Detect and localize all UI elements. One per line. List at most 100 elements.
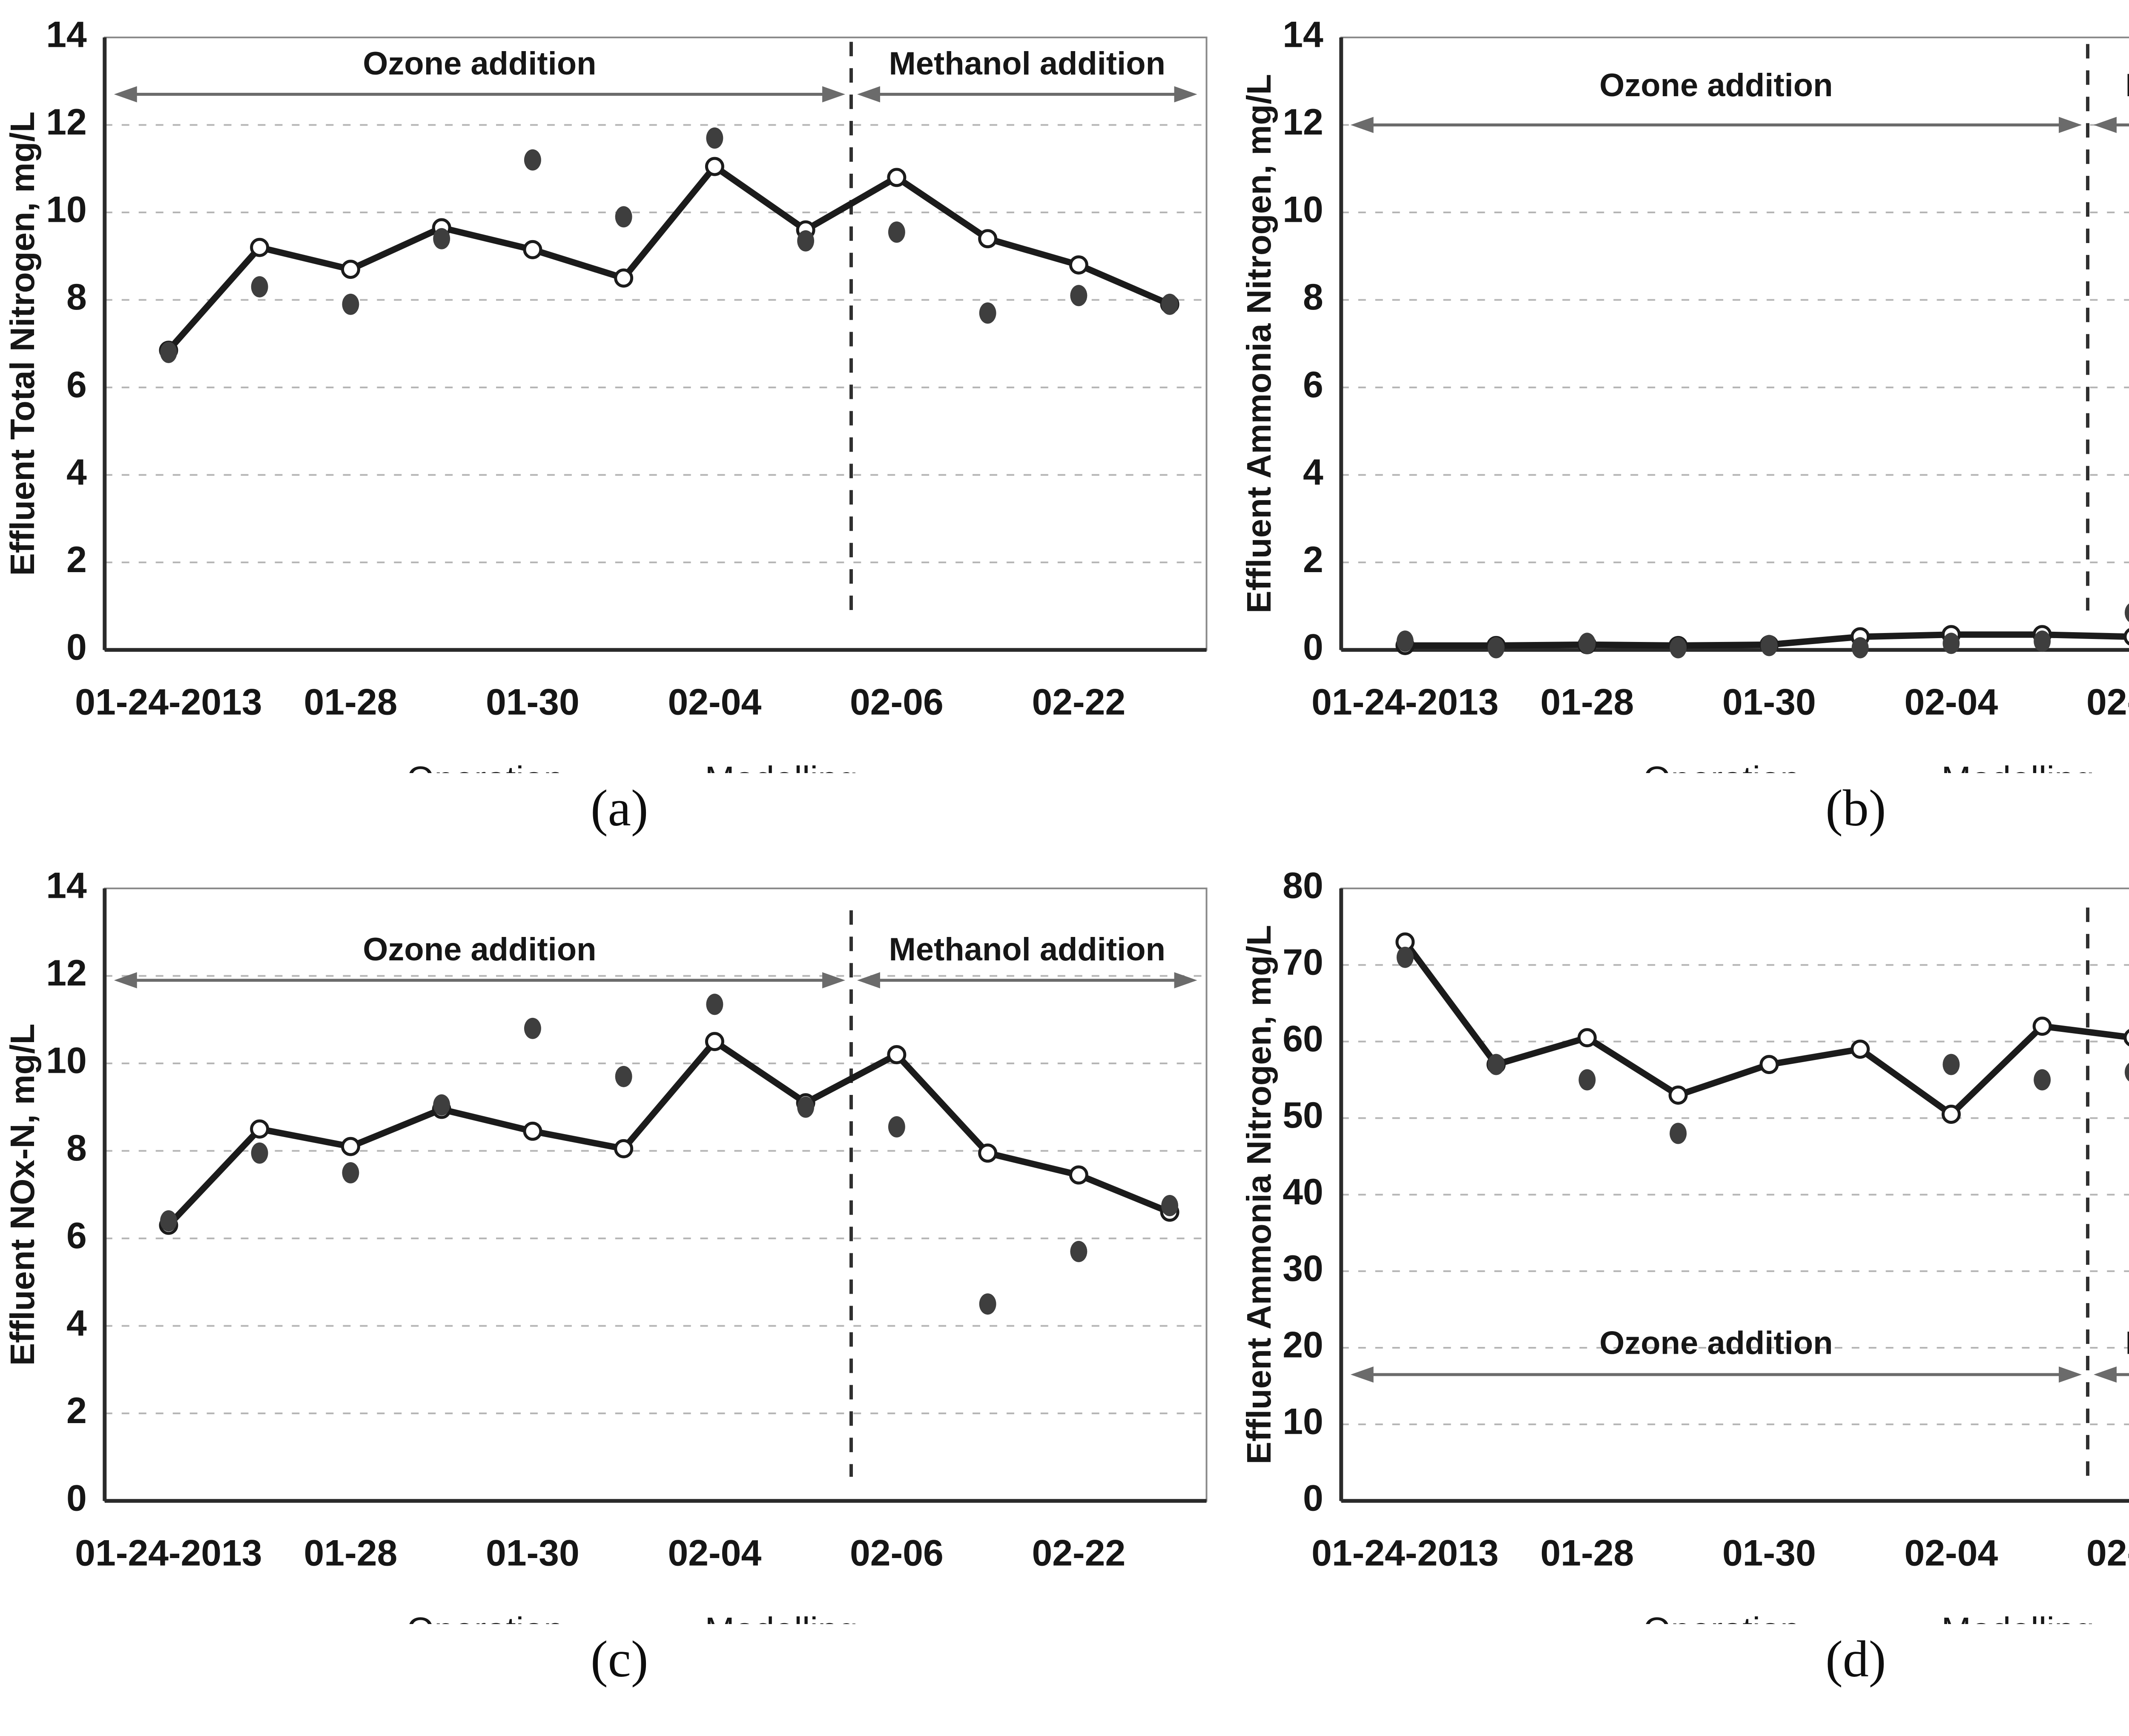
y-tick-label: 0 xyxy=(66,627,87,667)
operation-dot xyxy=(1070,285,1087,307)
x-tick-label: 02-04 xyxy=(668,1533,762,1573)
modelling-marker xyxy=(978,229,998,249)
operation-dot xyxy=(1396,630,1414,652)
legend-modelling-label: Modelling xyxy=(1941,1610,2094,1624)
ozone-addition-label: Ozone addition xyxy=(1599,67,1833,103)
y-tick-label: 60 xyxy=(1283,1018,1323,1059)
ozone-addition-label: Ozone addition xyxy=(1599,1325,1833,1361)
modelling-line xyxy=(166,1038,1171,1228)
y-tick-label: 40 xyxy=(1283,1172,1323,1212)
chart-panel-c: 0 2 4 6 8 10 12 14 Effluent NOx-N, mg/L Ozone add… xyxy=(3,859,1237,1691)
modelling-marker xyxy=(2123,1029,2129,1046)
operation-dot xyxy=(524,149,541,171)
x-tick-label: 01-30 xyxy=(486,1533,580,1573)
legend-operation-label: Operation xyxy=(407,1610,563,1624)
modelling-marker xyxy=(1577,1028,1597,1047)
modelling-marker xyxy=(614,268,634,288)
y-tick-label: 10 xyxy=(1283,189,1323,230)
x-tick-label: 02-22 xyxy=(1032,1533,1126,1573)
x-tick-label: 01-30 xyxy=(486,682,580,723)
operation-dot xyxy=(1070,1240,1087,1262)
chart-a-canvas: 0 2 4 6 8 10 12 14 Effluent Total Nitrogen, mg/L… xyxy=(3,14,1208,773)
legend-modelling-label: Modelling xyxy=(705,1610,858,1624)
y-tick-label: 6 xyxy=(66,1215,87,1256)
operation-dot xyxy=(797,1096,815,1118)
operation-dot xyxy=(1487,1054,1505,1075)
x-tick-label: 01-24-2013 xyxy=(1311,682,1498,723)
y-tick-label: 50 xyxy=(1283,1095,1323,1136)
modelling-line xyxy=(1405,631,2129,649)
operation-dot xyxy=(2033,630,2051,652)
modelling-line xyxy=(1402,940,2129,1117)
y-tick-label: 2 xyxy=(1303,539,1323,580)
y-tick-label: 14 xyxy=(46,865,87,906)
y-tick-label: 20 xyxy=(1283,1325,1323,1366)
operation-dot xyxy=(433,228,450,249)
operation-dot xyxy=(342,1162,359,1183)
operation-dot xyxy=(797,230,815,252)
y-tick-label: 4 xyxy=(66,452,87,493)
y-tick-label: 12 xyxy=(1283,102,1323,143)
modelling-marker xyxy=(250,238,270,257)
operation-dot xyxy=(706,127,723,149)
operation-dot xyxy=(160,1210,177,1232)
modelling-marker xyxy=(1069,1165,1088,1185)
y-axis-title: Effluent Total Nitrogen, mg/L xyxy=(3,112,41,576)
chart-panel-d: 0 10 20 30 40 50 60 70 80 Effluent Ammonia Nitrog… xyxy=(1239,859,2129,1691)
operation-dot xyxy=(524,1017,541,1039)
y-axis-title: Effluent Ammonia Nitrogen, mg/L xyxy=(1240,74,1277,613)
operation-dot xyxy=(1161,293,1179,315)
operation-dot xyxy=(251,1142,268,1164)
ozone-arrow-head-left xyxy=(1350,117,1374,133)
operation-dot xyxy=(979,1293,996,1315)
operation-dot xyxy=(1851,637,1869,659)
x-tick-label: 01-28 xyxy=(304,682,398,723)
operation-dot xyxy=(1942,1054,1960,1075)
operation-dot xyxy=(1669,1123,1687,1144)
y-tick-label: 2 xyxy=(66,539,87,580)
operation-dot xyxy=(615,206,632,228)
operation-dot xyxy=(1942,633,1960,654)
y-tick-label: 0 xyxy=(66,1478,87,1518)
methanol-addition-label: Methanol addition xyxy=(2125,1325,2129,1361)
y-tick-label: 10 xyxy=(1283,1401,1323,1442)
methanol-addition-label: Methanol addition xyxy=(2125,67,2129,103)
operation-dot xyxy=(706,994,723,1015)
y-tick-label: 8 xyxy=(1303,277,1323,318)
y-tick-label: 6 xyxy=(66,364,87,405)
operation-dot xyxy=(615,1066,632,1087)
operation-dot xyxy=(433,1094,450,1116)
modelling-marker xyxy=(2032,1017,2052,1036)
chart-caption-b: (b) xyxy=(1825,779,1886,837)
operation-dot xyxy=(979,302,996,324)
modelling-marker xyxy=(523,1121,542,1141)
operation-dot xyxy=(1487,637,1505,659)
modelling-marker xyxy=(1850,1039,1870,1059)
operation-dot xyxy=(888,221,905,243)
modelling-marker xyxy=(887,1045,907,1064)
x-tick-label: 02-06 xyxy=(2086,1533,2129,1573)
modelling-marker xyxy=(1668,1085,1688,1105)
legend-modelling-label: Modelling xyxy=(1941,759,2094,773)
x-tick-label: 01-24-2013 xyxy=(75,682,262,723)
x-tick-label: 02-06 xyxy=(850,1533,944,1573)
y-tick-label: 12 xyxy=(46,953,87,994)
methanol-arrow-head-left xyxy=(857,86,880,103)
y-tick-label: 30 xyxy=(1283,1248,1323,1289)
modelling-marker xyxy=(614,1139,634,1158)
legend: Operation Modelling xyxy=(407,759,858,773)
y-tick-label: 70 xyxy=(1283,942,1323,983)
plot-frame xyxy=(103,36,1208,651)
methanol-arrow-head-left xyxy=(857,972,880,988)
ozone-addition-label: Ozone addition xyxy=(363,931,596,968)
modelling-line xyxy=(166,163,1171,352)
y-tick-label: 8 xyxy=(66,277,87,318)
operation-dot xyxy=(1578,633,1595,654)
y-tick-label: 4 xyxy=(1303,452,1323,493)
operation-dot xyxy=(342,293,359,315)
operation-dot xyxy=(2124,603,2129,622)
plot-frame xyxy=(1340,36,2129,651)
x-tick-label: 02-04 xyxy=(1904,1533,1998,1573)
legend-modelling-label: Modelling xyxy=(705,759,858,773)
